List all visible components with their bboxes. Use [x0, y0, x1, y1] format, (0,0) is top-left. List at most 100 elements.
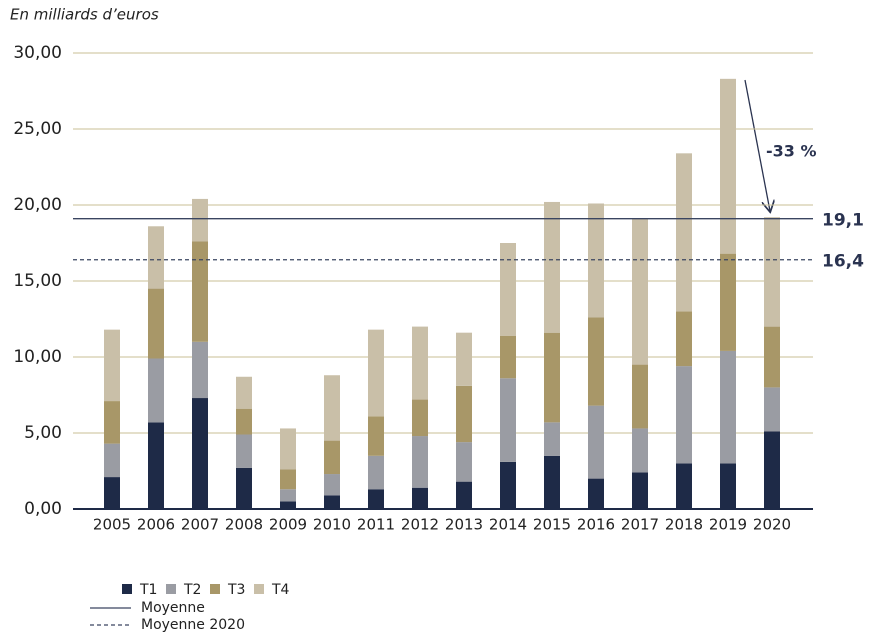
bar-segment — [368, 489, 384, 509]
legend-label: Moyenne — [141, 600, 205, 616]
bar-segment — [676, 311, 692, 367]
bar-segment — [104, 443, 120, 478]
y-tick-label: 15,00 — [13, 271, 62, 291]
legend-label: T1 — [139, 582, 157, 598]
x-tick-label: 2013 — [445, 516, 483, 534]
bar-segment — [148, 358, 164, 423]
bar-segment — [588, 478, 604, 509]
x-tick-label: 2011 — [357, 516, 395, 534]
annotation: -33 % — [766, 142, 817, 161]
x-tick-label: 2019 — [709, 516, 747, 534]
bar-segment — [676, 366, 692, 464]
y-tick-label: 20,00 — [13, 195, 62, 215]
bar-segment — [280, 489, 296, 502]
bar-segment — [456, 385, 472, 443]
x-tick-label: 2012 — [401, 516, 439, 534]
bar-segment — [720, 463, 736, 509]
bar-segment — [236, 408, 252, 435]
bar-segment — [632, 428, 648, 473]
bar-segment — [500, 461, 516, 509]
reference-label: 16,4 — [822, 252, 864, 272]
bar-segment — [764, 217, 780, 327]
bar-segment — [588, 405, 604, 479]
bar-segment — [324, 440, 340, 475]
bar-segment — [764, 326, 780, 388]
reference-label: 19,1 — [822, 211, 864, 231]
bar-segment — [500, 243, 516, 336]
bar-segment — [632, 218, 648, 365]
x-tick-label: 2016 — [577, 516, 615, 534]
x-tick-label: 2008 — [225, 516, 263, 534]
bar-segment — [456, 442, 472, 482]
bar-segment — [456, 332, 472, 386]
x-tick-label: 2014 — [489, 516, 527, 534]
bar-segment — [236, 434, 252, 468]
bar-segment — [544, 455, 560, 509]
bar-segment — [632, 472, 648, 509]
x-tick-label: 2009 — [269, 516, 307, 534]
bar-segment — [544, 201, 560, 333]
legend-label: T2 — [183, 582, 201, 598]
x-tick-label: 2006 — [137, 516, 175, 534]
bar-segment — [412, 436, 428, 488]
bar-segment — [720, 350, 736, 464]
bar-segment — [104, 401, 120, 444]
x-tick-label: 2010 — [313, 516, 351, 534]
y-tick-label: 10,00 — [13, 347, 62, 367]
bar-segment — [632, 364, 648, 429]
bar-segment — [324, 474, 340, 496]
y-tick-label: 5,00 — [24, 423, 62, 443]
bar-segment — [412, 487, 428, 509]
bar-segment — [148, 226, 164, 289]
bar-segment — [588, 203, 604, 318]
bar-segment — [148, 422, 164, 509]
bar-segment — [324, 495, 340, 509]
y-axis-label: En milliards d’euros — [10, 6, 159, 24]
bar-segment — [764, 387, 780, 432]
bar-segment — [236, 467, 252, 509]
bar-segment — [456, 481, 472, 509]
legend-swatch — [166, 584, 176, 594]
x-tick-label: 2018 — [665, 516, 703, 534]
y-tick-label: 25,00 — [13, 119, 62, 139]
bar-segment — [500, 378, 516, 462]
bar-segment — [676, 153, 692, 312]
x-tick-label: 2005 — [93, 516, 131, 534]
bar-segment — [412, 326, 428, 400]
arrow — [744, 79, 770, 211]
bar-segment — [368, 329, 384, 417]
bar-segment — [544, 422, 560, 456]
bar-segment — [104, 477, 120, 509]
bar-segment — [280, 428, 296, 470]
y-tick-label: 30,00 — [13, 43, 62, 63]
legend-swatch — [254, 584, 264, 594]
bar-segment — [500, 335, 516, 379]
bar-segment — [192, 341, 208, 399]
x-tick-label: 2020 — [753, 516, 791, 534]
bar-segment — [148, 288, 164, 359]
bar-segment — [544, 332, 560, 423]
x-tick-label: 2015 — [533, 516, 571, 534]
bar-segment — [368, 455, 384, 490]
legend-label: T3 — [227, 582, 245, 598]
bar-segment — [236, 376, 252, 409]
bar-segment — [192, 198, 208, 242]
legend-label: T4 — [271, 582, 290, 598]
bar-segment — [720, 253, 736, 351]
x-tick-label: 2017 — [621, 516, 659, 534]
y-tick-label: 0,00 — [24, 499, 62, 519]
bar-segment — [412, 399, 428, 437]
bar-segment — [720, 78, 736, 254]
legend-label: Moyenne 2020 — [141, 617, 245, 633]
bar-segment — [104, 329, 120, 402]
bar-segment — [588, 317, 604, 406]
bar-segment — [192, 241, 208, 342]
bar-segment — [368, 416, 384, 456]
bar-segment — [764, 431, 780, 509]
legend-swatch — [210, 584, 220, 594]
bar-segment — [192, 398, 208, 509]
bar-segment — [324, 375, 340, 441]
bar-segment — [280, 469, 296, 490]
bar-segment — [280, 501, 296, 509]
